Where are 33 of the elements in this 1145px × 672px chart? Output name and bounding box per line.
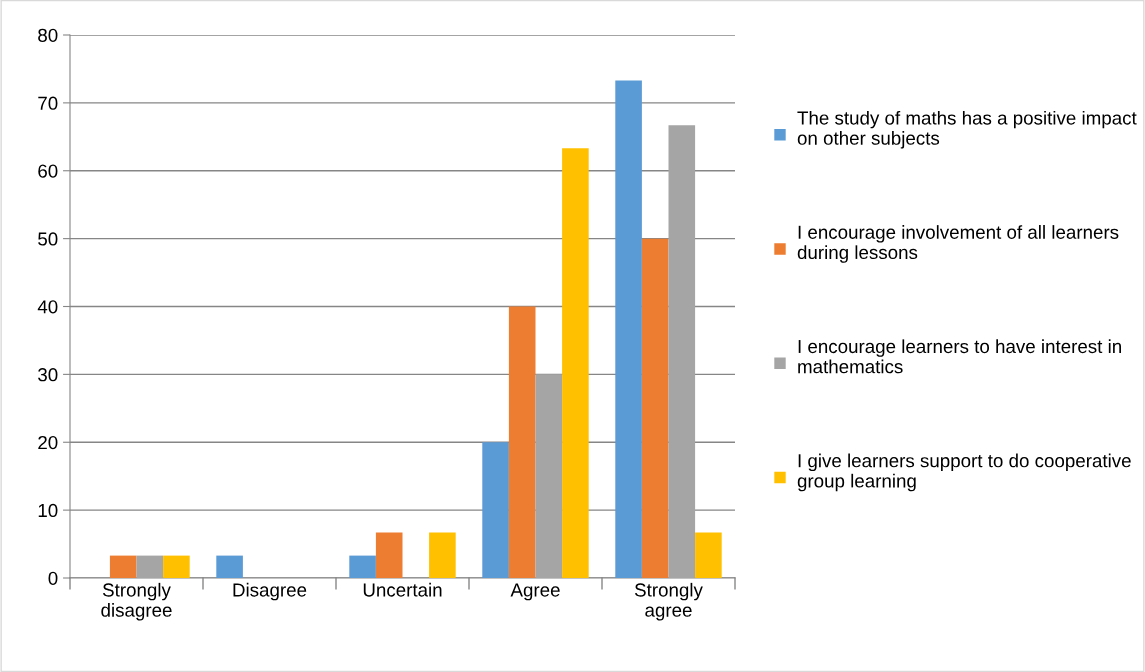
bar [136,555,164,578]
y-tick-label: 0 [48,571,58,585]
bar [429,532,456,578]
bar [641,238,669,578]
y-tick-label: 20 [38,435,58,450]
x-tick-label: Disagree [233,582,307,601]
y-tick-label: 30 [38,368,58,382]
bar [562,148,589,578]
bar [375,532,403,578]
bar [615,80,642,578]
y-tick-label: 40 [37,300,58,314]
bar [668,125,696,578]
bar [163,555,190,578]
y-tick-label: 70 [38,96,58,110]
bar [535,374,563,578]
legend-label: The study of maths has a positive impact on other subjects [797,110,1137,149]
y-tick-label: 10 [38,503,58,518]
x-tick-label: Agree [510,583,560,601]
y-tick-label: 50 [38,232,58,246]
x-tick-label: Strongly agree [634,582,703,621]
legend-label: I encourage involvement of all learners during lessons [797,225,1119,263]
y-tick-label: 60 [38,164,58,178]
bar [109,555,137,578]
x-tick-label: Uncertain [363,582,442,597]
legend-label: I give learners support to do cooperative group learning [797,453,1131,492]
bar [482,442,509,578]
x-tick-label: Strongly disagree [101,582,172,621]
bar [216,555,243,578]
legend-label: I encourage learners to have interest in mathematics [798,339,1121,374]
y-tick-label: 80 [38,28,58,42]
bar [695,532,722,578]
bar [508,306,536,578]
bar [349,555,376,578]
